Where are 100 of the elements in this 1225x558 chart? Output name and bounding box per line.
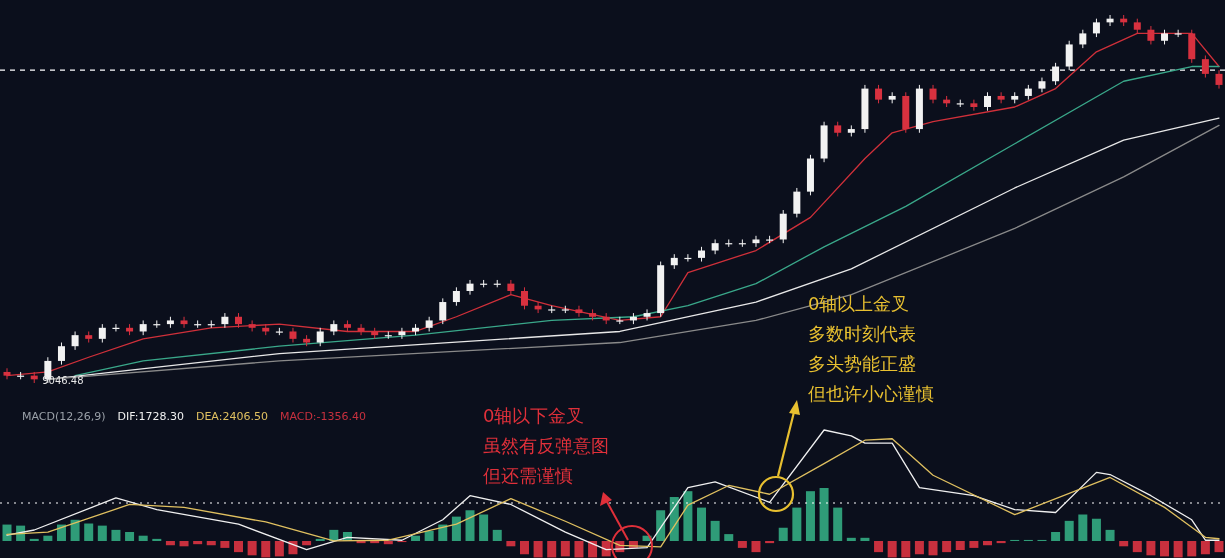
bar [261,541,271,558]
bar [519,541,529,555]
bar [1119,541,1129,547]
bar [1214,541,1224,553]
bar [724,534,734,541]
bar [819,488,829,541]
candlestick [1079,29,1087,49]
bar [274,541,284,557]
candlestick [1215,69,1223,90]
bar [465,510,475,541]
bar [220,541,230,548]
candlestick [57,342,65,366]
bar [97,525,107,541]
bar [370,541,380,544]
bar [506,541,516,547]
bar [479,514,489,541]
bar [1051,531,1061,541]
chart-title: MACD(12,26,9) [22,410,106,423]
bar [84,523,94,541]
candlestick [520,286,528,310]
candlestick [221,312,229,329]
bar [315,538,325,541]
candlestick [98,323,106,344]
bar [996,541,1006,544]
candlestick [248,319,256,332]
annotation: 但也许小心谨慎 [808,383,934,404]
bar [43,535,53,541]
bar [778,527,788,541]
bar [411,535,421,541]
bar [1173,541,1183,558]
bar [846,537,856,541]
candlestick [1065,40,1073,71]
bar [111,529,121,541]
text: DEA:2406.50 [195,410,268,423]
bar [206,541,216,546]
candlestick [929,84,937,104]
bar [1132,541,1142,553]
bar [697,507,707,541]
text: DIF:1728.30 [117,410,184,423]
candlestick [71,330,79,351]
candlestick [983,91,991,112]
bar [1105,529,1115,541]
candlestick [398,327,406,340]
bar [942,541,952,553]
annotation: 9046.48 [42,375,84,386]
bar [165,541,175,546]
candlestick [575,305,583,318]
bar [29,538,39,541]
candlestick [1052,62,1060,86]
bar [901,541,911,558]
bar [383,541,393,545]
bar [887,541,897,558]
bar [1187,541,1197,557]
candlestick [711,238,719,255]
bar [765,541,775,544]
bar [302,541,312,546]
candlestick [970,99,978,112]
bar [683,491,693,541]
candlestick [997,91,1005,104]
bar [955,541,965,551]
bar [982,541,992,546]
text: 0轴以下金叉 [483,405,585,426]
bar [1200,541,1210,555]
bar [547,541,557,558]
bar [710,520,720,541]
candlestick [1092,18,1100,38]
candlestick [507,279,515,296]
candlestick [1201,54,1209,79]
candlestick [289,327,297,344]
bar [1091,518,1101,541]
bar [1146,541,1156,556]
candlestick [452,286,460,307]
bar [533,541,543,558]
bar [492,529,502,541]
bar [874,541,884,553]
bar [560,541,570,557]
candlestick [180,316,188,329]
bar [656,510,666,541]
candlestick [439,297,447,325]
annotation: 虽然有反弹意图 [483,435,609,456]
candlestick [466,279,474,296]
candlestick [1174,29,1182,38]
bar [1078,514,1088,541]
bar [792,507,802,541]
annotation: 多数时刻代表 [808,323,916,344]
bar [179,541,189,547]
bar [737,541,747,548]
candlestick [643,308,651,321]
text: MACD:-1356.40 [279,410,367,423]
bar [356,541,366,544]
bar [138,535,148,541]
bar [234,541,244,553]
bar [125,531,135,541]
annotation: 0轴以上金叉 [808,293,910,314]
annotation: 多头势能正盛 [808,353,916,374]
bar [833,507,843,541]
bar [70,519,80,541]
candlestick [875,84,883,104]
bar [424,530,434,541]
bar [805,491,815,541]
